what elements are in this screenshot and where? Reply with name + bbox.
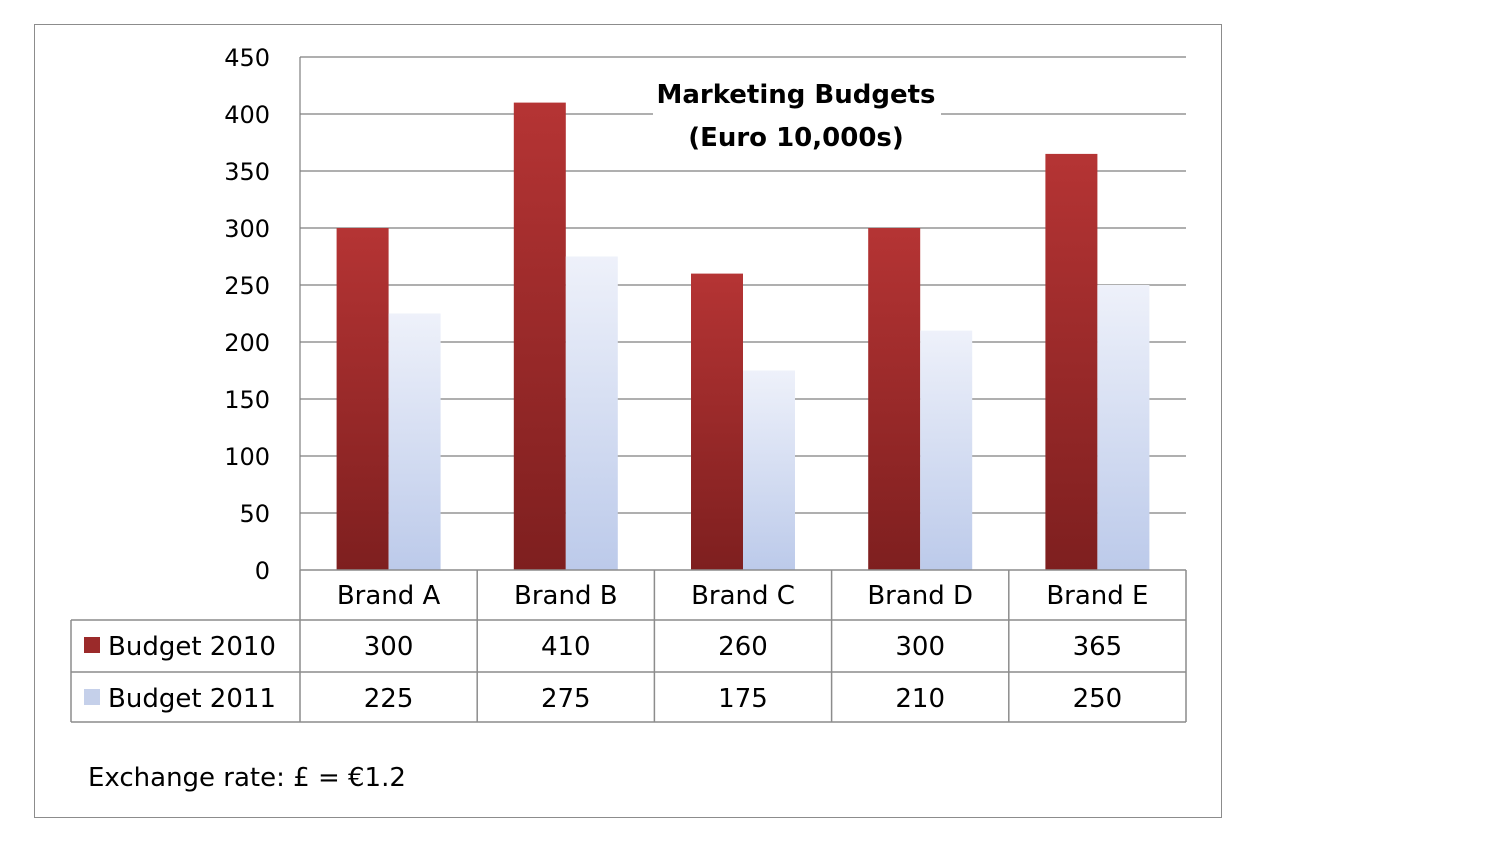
category-label: Brand A (337, 581, 441, 611)
bar-2010-brand-c (691, 273, 743, 570)
category-label: Brand D (867, 581, 973, 611)
bar-2010-brand-b (513, 102, 566, 570)
y-tick-label: 200 (224, 329, 270, 357)
gridlines (300, 56, 1186, 514)
bar-2010-brand-d (868, 228, 921, 570)
data-table: Brand A Brand B Brand C Brand D Brand E Budge… (70, 569, 1187, 723)
bar-2011-brand-c (743, 370, 795, 570)
data-label: 300 (364, 632, 414, 662)
footnote: Exchange rate: £ = €1.2 (88, 763, 406, 793)
y-axis: 0 50 100 150 200 250 300 350 400 450 (224, 44, 301, 585)
chart-title-group: Marketing Budgets (Euro 10,000s) (653, 70, 941, 166)
bar-2011-brand-e (1097, 285, 1150, 570)
y-tick-label: 150 (224, 386, 270, 414)
legend-label: Budget 2010 (108, 632, 276, 662)
data-label: 410 (541, 632, 591, 662)
bars (336, 102, 1150, 570)
bar-2011-brand-a (388, 313, 441, 570)
data-label: 210 (895, 684, 945, 714)
category-label: Brand C (691, 581, 795, 611)
chart-title: Marketing Budgets (656, 80, 935, 110)
y-tick-label: 100 (224, 443, 270, 471)
y-tick-label: 0 (255, 557, 270, 585)
bar-2010-brand-a (336, 228, 389, 570)
bar-2011-brand-b (565, 256, 618, 570)
data-label: 365 (1073, 632, 1123, 662)
bar-2011-brand-d (920, 330, 973, 570)
data-label: 250 (1073, 684, 1123, 714)
y-tick-label: 250 (224, 272, 270, 300)
legend-swatch (84, 637, 100, 653)
data-label: 225 (364, 684, 414, 714)
title-background (653, 70, 941, 166)
y-tick-label: 400 (224, 101, 270, 129)
category-label: Brand E (1046, 581, 1148, 611)
y-tick-label: 450 (224, 44, 270, 72)
y-tick-label: 50 (239, 500, 270, 528)
data-label: 175 (718, 684, 768, 714)
chart-subtitle: (Euro 10,000s) (688, 123, 904, 153)
bar-2010-brand-e (1045, 153, 1098, 570)
legend-swatch (84, 689, 100, 705)
y-tick-label: 300 (224, 215, 270, 243)
y-tick-label: 350 (224, 158, 270, 186)
data-label: 260 (718, 632, 768, 662)
data-label: 300 (895, 632, 945, 662)
category-label: Brand B (514, 581, 618, 611)
data-label: 275 (541, 684, 591, 714)
legend-label: Budget 2011 (108, 684, 276, 714)
chart-frame (34, 24, 1222, 818)
